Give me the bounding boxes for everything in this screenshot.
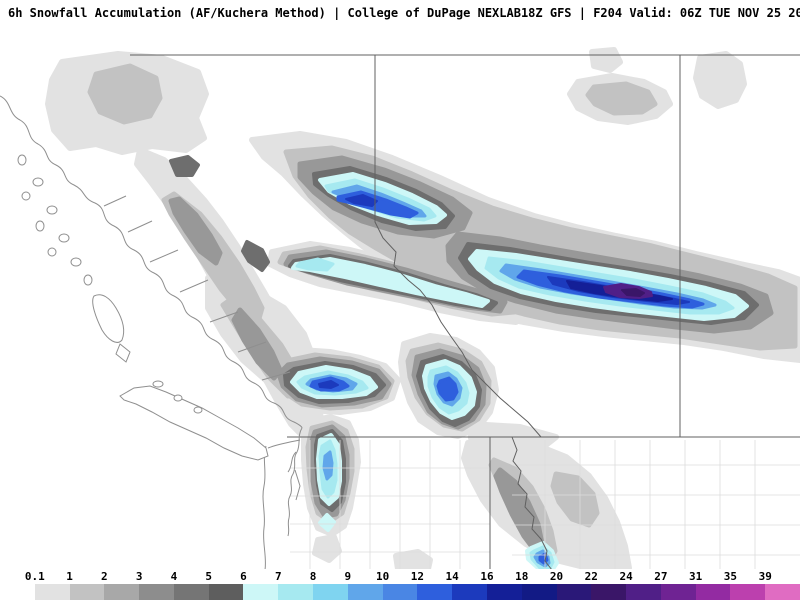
colorbar-segment xyxy=(695,584,731,600)
colorbar-segment xyxy=(34,584,70,600)
colorbar-segment xyxy=(173,584,209,600)
colorbar xyxy=(0,584,800,600)
colorbar-segment xyxy=(69,584,105,600)
colorbar-tick: 35 xyxy=(723,570,738,583)
colorbar-tick: 9 xyxy=(344,570,352,583)
colorbar-segment xyxy=(591,584,627,600)
colorbar-segment xyxy=(0,584,35,600)
colorbar-segment xyxy=(104,584,140,600)
colorbar-tick: 12 xyxy=(410,570,425,583)
colorbar-segment xyxy=(521,584,557,600)
colorbar-segment xyxy=(313,584,348,600)
colorbar-segment xyxy=(208,584,244,600)
colorbar-segment xyxy=(452,584,487,600)
colorbar-tick: 7 xyxy=(274,570,282,583)
title-bar: 6h Snowfall Accumulation (AF/Kuchera Met… xyxy=(0,0,800,26)
colorbar-tick: 0.1 xyxy=(24,570,45,583)
snowfall-contours xyxy=(45,47,800,572)
colorbar-tick: 24 xyxy=(619,570,633,583)
colorbar-tick: 4 xyxy=(170,570,178,583)
colorbar-segment xyxy=(660,584,696,600)
coastline xyxy=(0,95,303,571)
colorbar-segment xyxy=(347,584,383,600)
colorbar-segment xyxy=(417,584,453,600)
colorbar-segment xyxy=(486,584,522,600)
colorbar-ticks: 0.1 1 2 3 4 5 6 7 8 9 10 12 14 16 18 20 … xyxy=(0,569,800,584)
colorbar-segment xyxy=(556,584,592,600)
colorbar-tick: 27 xyxy=(654,570,668,583)
colorbar-tick: 1 xyxy=(66,570,73,583)
colorbar-tick: 22 xyxy=(584,570,598,583)
colorbar-segment xyxy=(139,584,174,600)
colorbar-segment xyxy=(730,584,766,600)
colorbar-tick: 5 xyxy=(205,570,212,583)
colorbar-tick: 39 xyxy=(758,570,772,583)
colorbar-tick: 18 xyxy=(515,570,529,583)
colorbar-tick: 2 xyxy=(101,570,108,583)
colorbar-tick: 31 xyxy=(689,570,703,583)
colorbar-segment xyxy=(243,584,279,600)
colorbar-tick: 20 xyxy=(549,570,564,583)
colorbar-tick: 8 xyxy=(309,570,317,583)
political-borders xyxy=(130,54,800,571)
model-run-info: 18Z GFS | F204 Valid: 06Z TUE NOV 25 202… xyxy=(520,6,800,20)
colorbar-tick: 14 xyxy=(445,570,459,583)
colorbar-segment xyxy=(765,584,800,600)
product-title: 6h Snowfall Accumulation (AF/Kuchera Met… xyxy=(8,6,521,20)
colorbar-tick: 16 xyxy=(480,570,494,583)
colorbar-segment xyxy=(626,584,661,600)
colorbar-tick: 6 xyxy=(240,570,247,583)
county-lines xyxy=(290,440,800,570)
colorbar-segment xyxy=(278,584,314,600)
colorbar-tick: 3 xyxy=(135,570,143,583)
colorbar-tick: 10 xyxy=(375,570,390,583)
colorbar-segment xyxy=(382,584,418,600)
